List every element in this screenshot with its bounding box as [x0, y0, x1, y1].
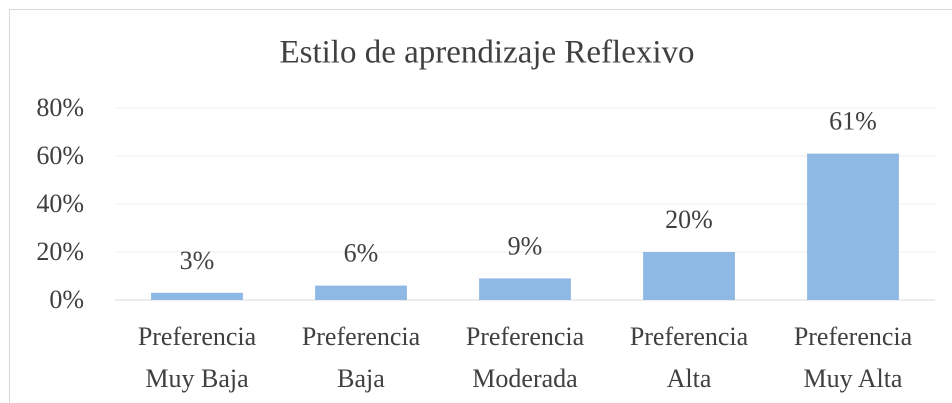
- data-label: 3%: [180, 246, 215, 275]
- y-tick-label: 0%: [49, 285, 84, 314]
- y-tick-label: 80%: [36, 93, 84, 122]
- x-tick-label: Preferencia Muy Baja: [137, 322, 257, 393]
- x-tick-label: Preferencia Alta: [629, 322, 749, 393]
- chart-border: [9, 9, 952, 403]
- x-tick-label: Preferencia Baja: [301, 322, 421, 393]
- y-tick-label: 40%: [36, 189, 84, 218]
- bar: [315, 285, 407, 300]
- data-label: 20%: [665, 205, 713, 234]
- x-tick-label: Preferencia Muy Alta: [793, 322, 913, 393]
- x-tick-label: Preferencia Moderada: [465, 322, 585, 393]
- bar: [807, 153, 899, 300]
- bar: [479, 278, 571, 300]
- data-label: 61%: [829, 107, 877, 136]
- data-label: 9%: [508, 231, 543, 260]
- y-tick-label: 20%: [36, 237, 84, 266]
- y-tick-label: 60%: [36, 141, 84, 170]
- bar: [151, 292, 243, 300]
- data-label: 6%: [344, 239, 379, 268]
- chart-title: Estilo de aprendizaje Reflexivo: [279, 35, 694, 71]
- bar: [643, 252, 735, 300]
